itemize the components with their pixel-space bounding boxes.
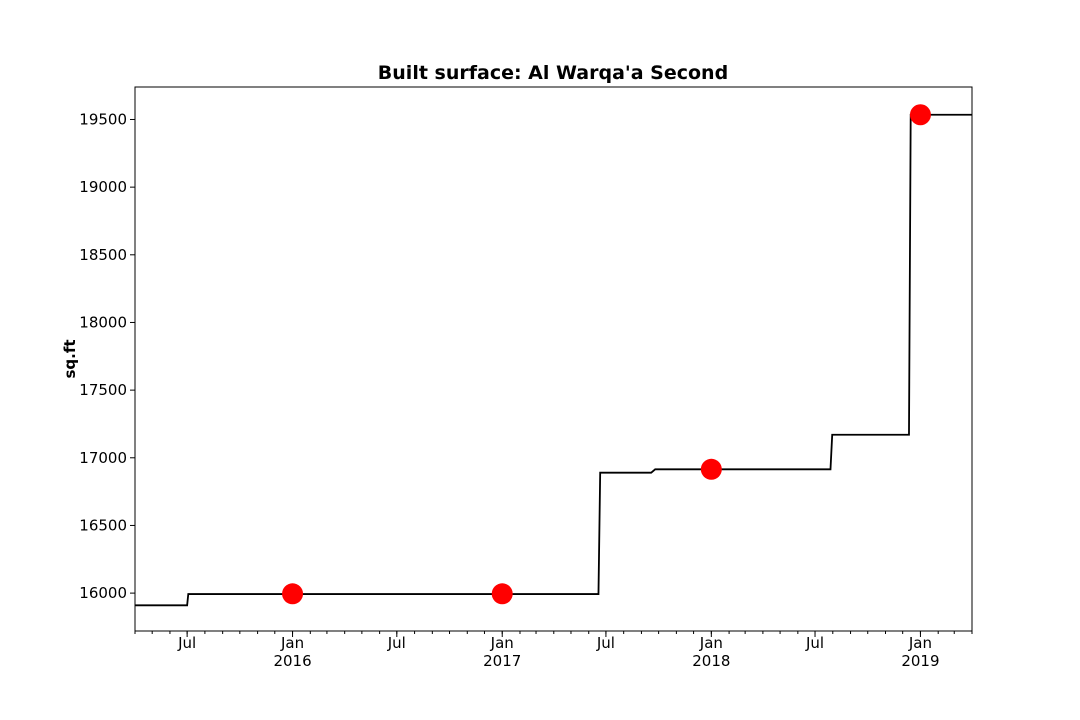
x-tick-year-label: 2017 xyxy=(483,652,521,670)
y-tick-label: 17000 xyxy=(79,449,127,467)
y-tick-label: 19000 xyxy=(79,178,127,196)
data-point-marker xyxy=(491,583,513,605)
y-tick-label: 18000 xyxy=(79,313,127,331)
y-tick-label: 16000 xyxy=(79,584,127,602)
y-tick-label: 18500 xyxy=(79,246,127,264)
plot-frame xyxy=(134,86,973,632)
y-tick-label: 19500 xyxy=(79,110,127,128)
data-point-marker xyxy=(282,583,304,605)
y-tick-label: 17500 xyxy=(79,381,127,399)
y-axis-label: sq.ft xyxy=(61,339,79,378)
x-tick-label: Jan xyxy=(908,634,932,652)
data-point-marker xyxy=(700,458,722,480)
y-tick-label: 16500 xyxy=(79,516,127,534)
plot-series xyxy=(135,104,972,607)
y-axis: 16000 16500 17000 17500 18000 18500 19000 19500 xyxy=(79,110,135,602)
x-tick-year-label: 2016 xyxy=(273,652,311,670)
x-tick-label: Jul xyxy=(387,634,406,652)
x-tick-label: Jul xyxy=(596,634,615,652)
x-tick-year-label: 2019 xyxy=(901,652,939,670)
x-tick-label: Jan xyxy=(699,634,723,652)
x-tick-label: Jan xyxy=(490,634,514,652)
x-tick-label: Jan xyxy=(280,634,304,652)
series-line xyxy=(135,113,972,607)
chart-title: Built surface: Al Warqa'a Second xyxy=(378,62,728,84)
x-tick-label: Jul xyxy=(177,634,196,652)
data-point-marker xyxy=(909,104,931,126)
x-tick-year-label: 2018 xyxy=(692,652,730,670)
x-tick-label: Jul xyxy=(805,634,824,652)
